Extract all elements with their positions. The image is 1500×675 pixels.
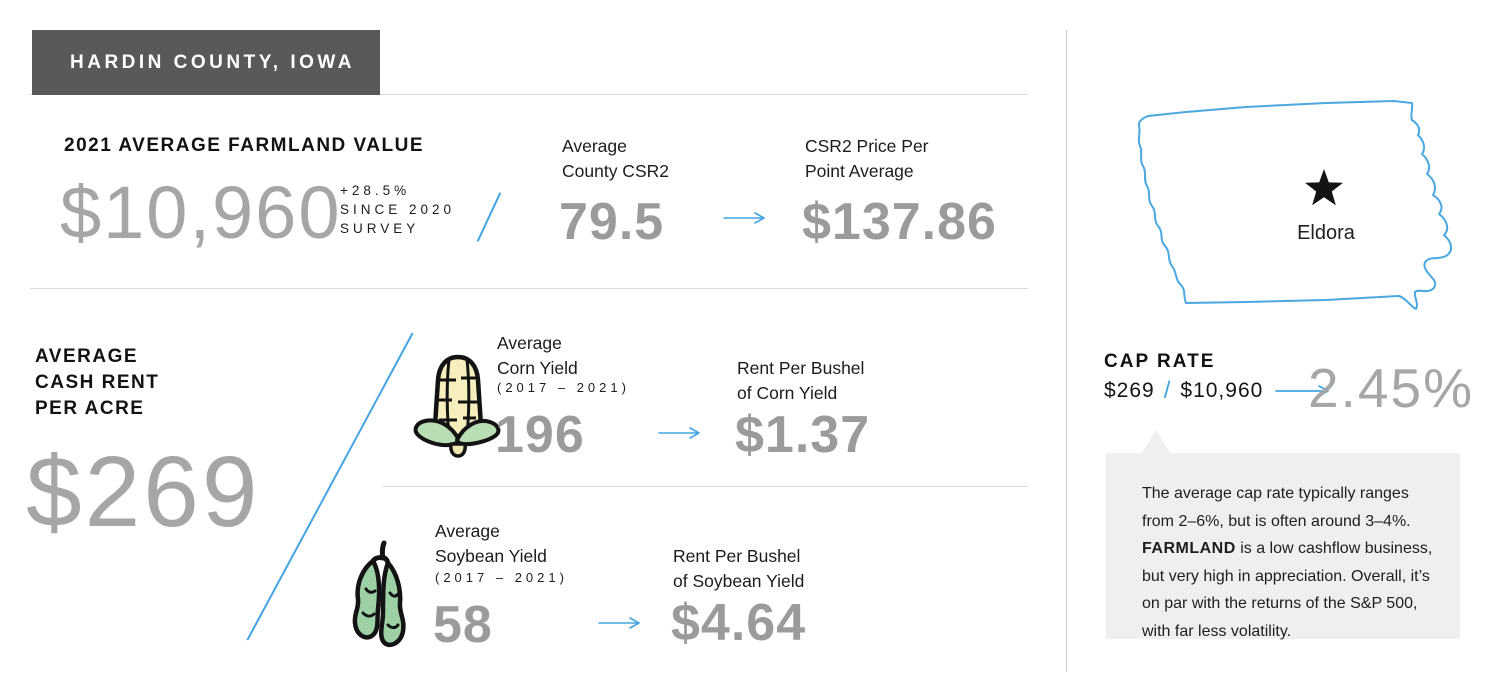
soybean-label-line1: Average bbox=[435, 521, 500, 541]
farmland-change-line1: +28.5% bbox=[340, 183, 411, 198]
soybean-label-line2: Soybean Yield bbox=[435, 546, 547, 566]
cap-rate-value: 2.45% bbox=[1308, 357, 1474, 419]
cap-rate-numerator: $269 bbox=[1104, 379, 1155, 402]
soybean-rent-label-line2: of Soybean Yield bbox=[673, 571, 805, 591]
corn-yield-value: 196 bbox=[495, 406, 585, 464]
cap-rate-formula: $269 / $10,960 bbox=[1104, 377, 1331, 405]
soybean-period: (2017 – 2021) bbox=[435, 570, 568, 585]
divider-under-header bbox=[30, 94, 1028, 95]
csr2-price-label-line2: Point Average bbox=[805, 161, 914, 181]
farmland-change-line2: SINCE 2020 bbox=[340, 202, 456, 217]
star-icon bbox=[1305, 169, 1343, 206]
farmland-change: +28.5% SINCE 2020 SURVEY bbox=[340, 181, 455, 238]
soybean-yield-value: 58 bbox=[433, 596, 493, 654]
cap-rate-label: CAP RATE bbox=[1104, 351, 1216, 372]
corn-rent-label-line2: of Corn Yield bbox=[737, 383, 838, 403]
csr2-price-label-line1: CSR2 Price Per bbox=[805, 136, 929, 156]
soybean-rent-value: $4.64 bbox=[671, 594, 807, 652]
cash-rent-label-line2: CASH RENT bbox=[35, 372, 160, 393]
cash-rent-value: $269 bbox=[26, 436, 261, 548]
csr2-value: 79.5 bbox=[559, 193, 665, 251]
cap-rate-note: The average cap rate typically ranges fr… bbox=[1106, 453, 1460, 640]
divider-corn-section bbox=[383, 486, 1028, 487]
divider-farmland-section bbox=[30, 288, 1028, 289]
farmland-change-line3: SURVEY bbox=[340, 221, 420, 236]
divider-vertical-panel bbox=[1066, 30, 1067, 672]
csr2-label-line1: Average bbox=[562, 136, 627, 156]
iowa-map bbox=[1137, 100, 1452, 310]
corn-label-line1: Average bbox=[497, 333, 562, 353]
corn-icon bbox=[413, 354, 501, 458]
map-town-label: Eldora bbox=[1297, 222, 1355, 244]
county-header: HARDIN COUNTY, IOWA bbox=[32, 30, 380, 95]
cash-rent-label-line3: PER ACRE bbox=[35, 398, 145, 419]
soybean-icon bbox=[352, 540, 406, 648]
note-pointer bbox=[1141, 430, 1171, 454]
corn-rent-value: $1.37 bbox=[735, 406, 871, 464]
corn-period: (2017 – 2021) bbox=[497, 380, 630, 395]
county-title: HARDIN COUNTY, IOWA bbox=[70, 51, 355, 73]
blue-slash-icon bbox=[476, 192, 502, 242]
soybean-rent-label-line1: Rent Per Bushel bbox=[673, 546, 801, 566]
note-text-bold: FARMLAND bbox=[1142, 540, 1236, 557]
csr2-label-line2: County CSR2 bbox=[562, 161, 669, 181]
corn-rent-label-line1: Rent Per Bushel bbox=[737, 358, 865, 378]
farmland-value: $10,960 bbox=[60, 171, 342, 254]
right-arrow-icon bbox=[658, 427, 700, 439]
corn-label-line2: Corn Yield bbox=[497, 358, 578, 378]
right-arrow-icon bbox=[598, 617, 640, 629]
note-text-after: is a low cashflow business, but very hig… bbox=[1142, 540, 1433, 640]
csr2-price-value: $137.86 bbox=[802, 193, 997, 251]
farmland-value-label: 2021 AVERAGE FARMLAND VALUE bbox=[64, 135, 425, 156]
right-arrow-icon bbox=[1275, 385, 1330, 397]
cap-rate-note-text: The average cap rate typically ranges fr… bbox=[1142, 480, 1434, 645]
blue-slash-icon: / bbox=[1163, 377, 1172, 404]
cash-rent-label-line1: AVERAGE bbox=[35, 346, 139, 367]
note-text-before: The average cap rate typically ranges fr… bbox=[1142, 485, 1411, 530]
cap-rate-denominator: $10,960 bbox=[1180, 379, 1264, 402]
right-arrow-icon bbox=[723, 212, 765, 224]
